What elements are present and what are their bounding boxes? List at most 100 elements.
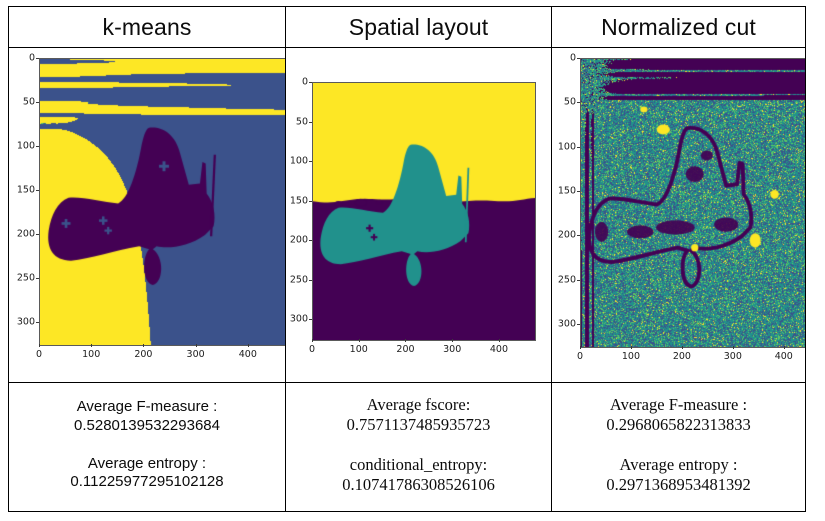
x-tick-mark — [452, 339, 454, 343]
y-tick-label: 200 — [557, 229, 576, 241]
x-tick-mark — [39, 344, 40, 348]
metric-value: 0.5280139532293684 — [74, 416, 220, 434]
y-tick-label: 200 — [16, 228, 35, 240]
metric-value: 0.10741786308526106 — [342, 475, 495, 495]
metric-label: conditional_entropy: — [349, 455, 488, 474]
x-tick-label: 300 — [723, 351, 742, 362]
x-tick-label: 200 — [134, 349, 153, 360]
y-tick-mark — [576, 58, 580, 59]
aircraft-normalized-cut-segmentation — [580, 58, 805, 348]
plot-area: 0 50 100 150 200 250 300 0 100 200 300 400 — [290, 77, 536, 355]
x-tick-mark — [498, 339, 500, 343]
y-tick-mark — [576, 279, 580, 281]
x-tick-mark — [630, 346, 632, 350]
metric-fmeasure: Average F-measure : 0.5280139532293684 — [74, 398, 220, 435]
metric-fmeasure: Average F-measure : 0.2968065822313833 — [606, 395, 750, 435]
metric-value: 0.7571137485935723 — [346, 414, 491, 434]
y-tick-mark — [576, 146, 580, 148]
x-tick-mark — [405, 339, 407, 343]
y-tick-mark — [308, 161, 312, 163]
y-tick-mark — [308, 121, 312, 123]
x-tick-mark — [143, 344, 145, 348]
y-tick-label: 0 — [28, 52, 35, 64]
x-tick-mark — [247, 344, 249, 348]
y-tick-mark — [35, 58, 39, 59]
y-tick-mark — [35, 278, 39, 279]
x-tick-label: 0 — [308, 344, 316, 355]
y-tick-label: 250 — [16, 272, 35, 284]
header-cell-spatial-layout: Spatial layout — [286, 7, 552, 47]
metric-label: Average fscore: — [366, 394, 471, 414]
x-tick-label: 400 — [238, 349, 257, 360]
y-tick-mark — [308, 82, 312, 83]
x-tick-mark — [783, 346, 785, 350]
figure-spatial-layout: 0 50 100 150 200 250 300 0 100 200 300 400 — [286, 48, 551, 382]
y-tick-label: 250 — [289, 274, 308, 286]
y-tick-mark — [35, 190, 39, 191]
y-tick-label: 0 — [569, 52, 576, 64]
aircraft-spatial-layout-segmentation — [312, 82, 536, 341]
metric-value: 0.2968065822313833 — [606, 414, 751, 434]
metrics-cell-kmeans: Average F-measure : 0.5280139532293684 A… — [9, 383, 286, 511]
metric-value: 0.2971368953481392 — [606, 475, 751, 495]
x-tick-label: 300 — [443, 344, 462, 355]
metric-label: Average F-measure : — [609, 394, 748, 414]
metric-value: 0.11225977295102128 — [70, 473, 224, 491]
x-tick-label: 0 — [35, 349, 43, 360]
x-tick-label: 100 — [621, 351, 641, 362]
figure-normalized-cut: 0 50 100 150 200 250 300 0 100 200 300 400 — [552, 48, 805, 382]
x-tick-mark — [312, 339, 313, 343]
metric-label: Average F-measure : — [76, 398, 218, 416]
y-tick-label: 250 — [557, 274, 576, 286]
column-title-kmeans: k-means — [102, 13, 192, 40]
y-tick-label: 150 — [557, 185, 576, 197]
y-tick-mark — [576, 102, 580, 104]
x-tick-label: 400 — [489, 344, 509, 355]
y-tick-label: 300 — [16, 316, 35, 328]
y-tick-label: 300 — [289, 313, 308, 325]
y-tick-mark — [308, 240, 312, 242]
x-tick-mark — [580, 346, 581, 350]
y-tick-mark — [576, 190, 580, 192]
y-tick-mark — [35, 146, 39, 147]
y-tick-mark — [308, 200, 312, 202]
y-tick-label: 50 — [563, 96, 576, 108]
x-tick-mark — [681, 346, 683, 350]
y-tick-label: 100 — [557, 141, 576, 153]
figure-cell-normalized-cut: 0 50 100 150 200 250 300 0 100 200 300 400 — [552, 48, 805, 382]
y-tick-label: 50 — [295, 116, 308, 128]
table-figure-row: 0 50 100 150 200 250 300 0 100 200 300 400 0 50 100 15… — [9, 48, 805, 383]
aircraft-kmeans-segmentation — [39, 58, 285, 346]
y-tick-label: 100 — [289, 155, 308, 167]
metrics-cell-spatial-layout: Average fscore: 0.7571137485935723 condi… — [286, 383, 552, 511]
x-tick-mark — [732, 346, 734, 350]
plot-area: 0 50 100 150 200 250 300 0 100 200 300 400 — [17, 53, 285, 360]
metric-label: Average entropy : — [87, 455, 207, 472]
header-cell-normalized-cut: Normalized cut — [552, 7, 805, 47]
y-tick-mark — [308, 279, 312, 281]
y-tick-mark — [35, 234, 39, 235]
metrics-cell-normalized-cut: Average F-measure : 0.2968065822313833 A… — [552, 383, 805, 511]
x-tick-label: 100 — [82, 349, 101, 360]
metric-conditional-entropy: conditional_entropy: 0.10741786308526106 — [342, 455, 495, 495]
metric-label: Average entropy : — [619, 455, 738, 474]
y-tick-label: 150 — [289, 195, 308, 207]
x-tick-mark — [195, 344, 197, 348]
figure-cell-kmeans: 0 50 100 150 200 250 300 0 100 200 300 400 — [9, 48, 286, 382]
y-tick-label: 150 — [16, 184, 35, 196]
y-tick-label: 50 — [22, 96, 35, 108]
x-tick-mark — [358, 339, 360, 343]
table-metrics-row: Average F-measure : 0.5280139532293684 A… — [9, 383, 805, 511]
x-tick-mark — [91, 344, 93, 348]
x-tick-label: 200 — [672, 351, 691, 362]
y-tick-mark — [35, 322, 39, 323]
x-tick-label: 400 — [774, 351, 793, 362]
header-cell-kmeans: k-means — [9, 7, 286, 47]
table-header-row: k-means Spatial layout Normalized cut — [9, 7, 805, 48]
y-tick-mark — [576, 323, 580, 325]
y-tick-mark — [576, 235, 580, 237]
figure-kmeans: 0 50 100 150 200 250 300 0 100 200 300 400 — [9, 48, 285, 382]
metric-entropy: Average entropy : 0.11225977295102128 — [70, 455, 223, 492]
plot-area: 0 50 100 150 200 250 300 0 100 200 300 400 — [558, 53, 805, 362]
